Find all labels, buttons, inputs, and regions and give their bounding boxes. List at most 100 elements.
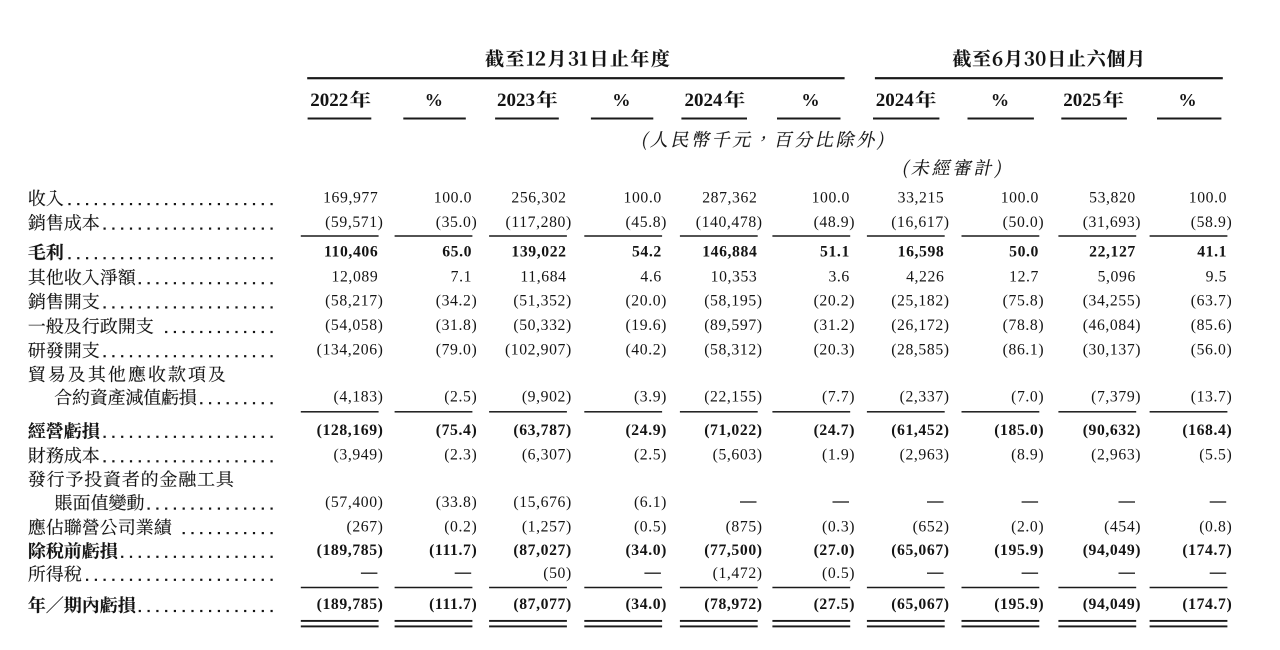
- svg-text:(267): (267): [347, 518, 384, 535]
- svg-text:(168.4): (168.4): [1182, 422, 1232, 439]
- svg-text:(48.9): (48.9): [814, 214, 856, 231]
- svg-text:(75.4): (75.4): [436, 422, 478, 439]
- svg-text:287,362: 287,362: [702, 189, 757, 206]
- svg-text:%: %: [1178, 90, 1196, 110]
- svg-text:4,226: 4,226: [906, 268, 944, 285]
- svg-text:(2,963): (2,963): [900, 447, 950, 464]
- svg-text:(3.9): (3.9): [634, 388, 667, 405]
- svg-text:(195.9): (195.9): [994, 596, 1044, 613]
- svg-text:(58.9): (58.9): [1191, 214, 1233, 231]
- svg-text:(65,067): (65,067): [891, 542, 949, 559]
- svg-text:(94,049): (94,049): [1083, 542, 1141, 559]
- svg-text:(58,217): (58,217): [325, 293, 383, 310]
- svg-text:(34,255): (34,255): [1083, 293, 1141, 310]
- svg-text:(24.9): (24.9): [625, 422, 667, 439]
- svg-text:(51,352): (51,352): [513, 293, 571, 310]
- svg-text:(77,500): (77,500): [704, 542, 762, 559]
- svg-text:(40.2): (40.2): [625, 341, 667, 358]
- svg-text:(1,472): (1,472): [713, 565, 763, 582]
- svg-text:100.0: 100.0: [624, 189, 662, 206]
- svg-text:139,022: 139,022: [511, 243, 566, 260]
- svg-text:(90,632): (90,632): [1083, 422, 1141, 439]
- svg-text:(7,379): (7,379): [1091, 388, 1141, 405]
- svg-text:(94,049): (94,049): [1083, 596, 1141, 613]
- svg-text:%: %: [612, 90, 630, 110]
- svg-text:(24.7): (24.7): [814, 422, 856, 439]
- svg-text:50.0: 50.0: [1009, 243, 1039, 260]
- svg-text:100.0: 100.0: [812, 189, 850, 206]
- svg-text:(34.0): (34.0): [625, 596, 667, 613]
- svg-text:(31,693): (31,693): [1083, 214, 1141, 231]
- svg-text:(50): (50): [543, 565, 572, 582]
- svg-text:(2.3): (2.3): [444, 447, 477, 464]
- svg-text:(87,077): (87,077): [513, 596, 571, 613]
- svg-text:(8.9): (8.9): [1011, 447, 1044, 464]
- svg-text:7.1: 7.1: [451, 268, 472, 285]
- svg-text:(174.7): (174.7): [1182, 596, 1232, 613]
- svg-text:11,684: 11,684: [520, 268, 566, 285]
- svg-text:(19.6): (19.6): [625, 317, 667, 334]
- svg-text:(102,907): (102,907): [505, 341, 572, 358]
- svg-text:146,884: 146,884: [702, 243, 757, 260]
- svg-text:(1,257): (1,257): [522, 518, 572, 535]
- svg-text:(57,400): (57,400): [325, 494, 383, 511]
- svg-text:(13.7): (13.7): [1191, 388, 1233, 405]
- svg-text:(20.0): (20.0): [625, 293, 667, 310]
- svg-text:(2,963): (2,963): [1091, 447, 1141, 464]
- svg-text:(50,332): (50,332): [513, 317, 571, 334]
- svg-text:169,977: 169,977: [323, 189, 378, 206]
- svg-text:(0.5): (0.5): [634, 518, 667, 535]
- svg-text:(46,084): (46,084): [1083, 317, 1141, 334]
- svg-text:(2.5): (2.5): [444, 388, 477, 405]
- svg-text:54.2: 54.2: [632, 243, 662, 260]
- svg-text:(65,067): (65,067): [891, 596, 949, 613]
- svg-text:(5.5): (5.5): [1199, 447, 1232, 464]
- svg-text:3.6: 3.6: [828, 268, 849, 285]
- svg-text:(34.0): (34.0): [625, 542, 667, 559]
- svg-text:100.0: 100.0: [1189, 189, 1227, 206]
- svg-text:(875): (875): [726, 518, 763, 535]
- svg-text:(3,949): (3,949): [334, 447, 384, 464]
- svg-text:(85.6): (85.6): [1191, 317, 1233, 334]
- svg-text:(128,169): (128,169): [317, 422, 384, 439]
- svg-text:2022: 2022: [310, 90, 348, 111]
- svg-text:10,353: 10,353: [711, 268, 758, 285]
- svg-text:(20.3): (20.3): [814, 341, 856, 358]
- svg-text:(31.8): (31.8): [436, 317, 478, 334]
- svg-text:(22,155): (22,155): [704, 388, 762, 405]
- svg-text:(15,676): (15,676): [513, 494, 571, 511]
- svg-text:(2.0): (2.0): [1011, 518, 1044, 535]
- svg-text:53,820: 53,820: [1089, 189, 1136, 206]
- svg-text:(54,058): (54,058): [325, 317, 383, 334]
- svg-text:%: %: [991, 90, 1009, 110]
- svg-text:(4,183): (4,183): [334, 388, 384, 405]
- svg-text:(78,972): (78,972): [704, 596, 762, 613]
- svg-text:22,127: 22,127: [1089, 243, 1136, 260]
- svg-text:(34.2): (34.2): [436, 293, 478, 310]
- svg-text:(111.7): (111.7): [429, 596, 477, 613]
- svg-text:(16,617): (16,617): [891, 214, 949, 231]
- svg-text:(58,312): (58,312): [704, 341, 762, 358]
- svg-text:(35.0): (35.0): [436, 214, 478, 231]
- svg-text:(185.0): (185.0): [994, 422, 1044, 439]
- svg-text:(31.2): (31.2): [814, 317, 856, 334]
- svg-text:(652): (652): [913, 518, 950, 535]
- svg-text:16,598: 16,598: [898, 243, 945, 260]
- svg-text:(26,172): (26,172): [891, 317, 949, 334]
- svg-text:(87,027): (87,027): [513, 542, 571, 559]
- svg-text:(63.7): (63.7): [1191, 293, 1233, 310]
- svg-text:(79.0): (79.0): [436, 341, 478, 358]
- svg-text:(75.8): (75.8): [1003, 293, 1045, 310]
- svg-text:(1.9): (1.9): [822, 447, 855, 464]
- svg-text:4.6: 4.6: [640, 268, 661, 285]
- svg-text:256,302: 256,302: [511, 189, 566, 206]
- svg-text:(78.8): (78.8): [1003, 317, 1045, 334]
- svg-text:(30,137): (30,137): [1083, 341, 1141, 358]
- svg-text:(58,195): (58,195): [704, 293, 762, 310]
- svg-text:(28,585): (28,585): [891, 341, 949, 358]
- svg-text:(86.1): (86.1): [1003, 341, 1045, 358]
- svg-text:2024: 2024: [685, 90, 724, 111]
- svg-text:(6,307): (6,307): [522, 447, 572, 464]
- svg-text:(56.0): (56.0): [1191, 341, 1233, 358]
- svg-text:2023: 2023: [497, 90, 535, 111]
